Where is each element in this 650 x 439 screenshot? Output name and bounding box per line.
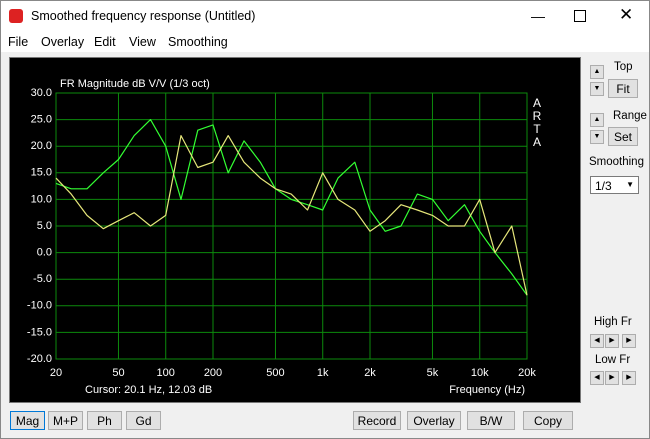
smoothing-label: Smoothing bbox=[589, 156, 644, 168]
spin-up[interactable]: ▲ bbox=[590, 113, 604, 127]
y-tick-label: 25.0 bbox=[31, 114, 52, 126]
app-icon bbox=[9, 9, 23, 23]
action-button[interactable]: B/W bbox=[467, 411, 515, 430]
set-button[interactable]: Set bbox=[608, 127, 638, 146]
spin-right[interactable]: ▶ bbox=[605, 371, 619, 385]
y-tick-label: 10.0 bbox=[31, 193, 52, 205]
cursor-readout: Cursor: 20.1 Hz, 12.03 dB bbox=[85, 384, 212, 396]
menu-item[interactable]: Edit bbox=[94, 35, 116, 49]
menu-item[interactable]: View bbox=[129, 35, 156, 49]
x-tick-label: 50 bbox=[112, 367, 124, 379]
y-tick-label: -15.0 bbox=[27, 326, 52, 338]
menu-item[interactable]: Smoothing bbox=[168, 35, 228, 49]
series-line bbox=[55, 135, 528, 296]
action-button[interactable]: Overlay bbox=[407, 411, 461, 430]
title-bar: Smoothed frequency response (Untitled) —… bbox=[1, 1, 649, 32]
x-tick-label: 200 bbox=[204, 367, 222, 379]
chart-title: FR Magnitude dB V/V (1/3 oct) bbox=[60, 78, 210, 90]
spin-right[interactable]: ▶ bbox=[622, 371, 636, 385]
y-tick-label: -20.0 bbox=[27, 353, 52, 365]
smoothing-value: 1/3 bbox=[595, 179, 612, 193]
series-line bbox=[55, 119, 528, 296]
window-title: Smoothed frequency response (Untitled) bbox=[31, 9, 256, 23]
x-tick-label: 2k bbox=[364, 367, 376, 379]
action-button[interactable]: Record bbox=[353, 411, 401, 430]
spin-up[interactable]: ▲ bbox=[590, 65, 604, 79]
x-tick-label: 1k bbox=[317, 367, 329, 379]
high-fr-label: High Fr bbox=[594, 316, 632, 328]
smoothing-select[interactable]: 1/3 ▼ bbox=[590, 176, 639, 194]
x-tick-label: 10k bbox=[471, 367, 489, 379]
y-tick-label: 30.0 bbox=[31, 87, 52, 99]
plot-panel: FR Magnitude dB V/V (1/3 oct) Cursor: 20… bbox=[9, 57, 581, 403]
y-tick-label: 0.0 bbox=[37, 247, 52, 259]
close-button[interactable]: ✕ bbox=[619, 5, 634, 24]
y-tick-label: 15.0 bbox=[31, 167, 52, 179]
minimize-button[interactable]: — bbox=[531, 8, 545, 24]
y-tick-label: -10.0 bbox=[27, 300, 52, 312]
spin-down[interactable]: ▼ bbox=[590, 130, 604, 144]
spin-left[interactable]: ◀ bbox=[590, 334, 604, 348]
x-tick-label: 20 bbox=[50, 367, 62, 379]
spin-down[interactable]: ▼ bbox=[590, 82, 604, 96]
spin-right[interactable]: ▶ bbox=[622, 334, 636, 348]
x-tick-label: 5k bbox=[427, 367, 439, 379]
brand-label: ARTA bbox=[530, 96, 544, 148]
x-tick-label: 100 bbox=[157, 367, 175, 379]
menu-item[interactable]: File bbox=[8, 35, 29, 49]
menu-item[interactable]: Overlay bbox=[41, 35, 85, 49]
chart: FR Magnitude dB V/V (1/3 oct) Cursor: 20… bbox=[27, 78, 536, 396]
maximize-button[interactable] bbox=[574, 10, 586, 22]
range-label: Range bbox=[613, 110, 647, 122]
view-button[interactable]: Mag bbox=[10, 411, 45, 430]
fit-button[interactable]: Fit bbox=[608, 79, 638, 98]
action-button[interactable]: Copy bbox=[523, 411, 573, 430]
top-label: Top bbox=[614, 61, 633, 73]
low-fr-label: Low Fr bbox=[595, 354, 631, 366]
view-button[interactable]: Gd bbox=[126, 411, 161, 430]
view-button[interactable]: Ph bbox=[87, 411, 122, 430]
y-tick-label: -5.0 bbox=[33, 273, 52, 285]
x-axis-label: Frequency (Hz) bbox=[449, 384, 525, 396]
y-tick-label: 20.0 bbox=[31, 140, 52, 152]
spin-right[interactable]: ▶ bbox=[605, 334, 619, 348]
menu-bar: File Overlay Edit View Smoothing bbox=[1, 32, 649, 52]
y-tick-label: 5.0 bbox=[37, 220, 52, 232]
x-tick-label: 500 bbox=[266, 367, 284, 379]
plot-frame bbox=[55, 92, 528, 360]
view-button[interactable]: M+P bbox=[48, 411, 83, 430]
spin-left[interactable]: ◀ bbox=[590, 371, 604, 385]
x-tick-label: 20k bbox=[518, 367, 536, 379]
